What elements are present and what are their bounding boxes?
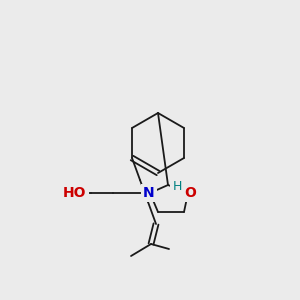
Text: O: O <box>184 186 196 200</box>
Text: H: H <box>172 179 182 193</box>
Text: N: N <box>143 186 155 200</box>
Text: HO: HO <box>63 186 87 200</box>
